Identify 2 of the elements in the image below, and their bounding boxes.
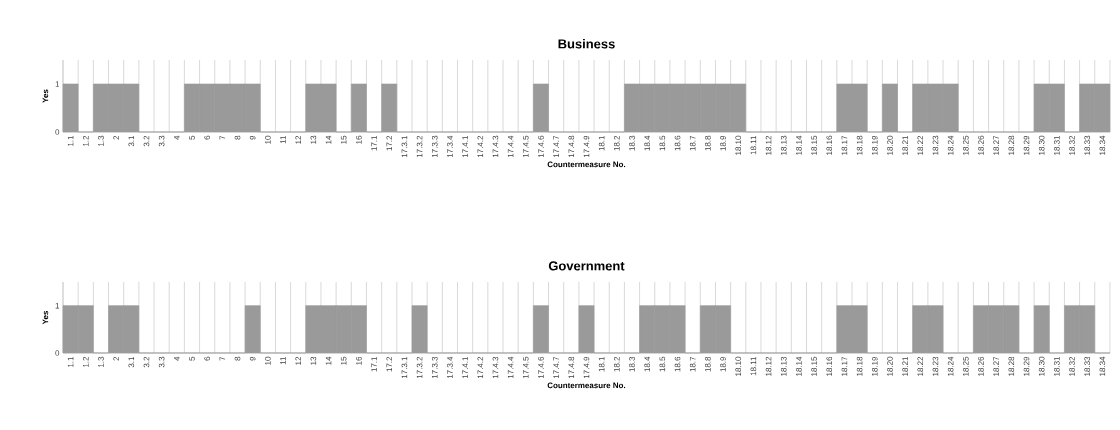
chart-title: Business [558,38,615,49]
chart-title: Government [548,261,625,271]
